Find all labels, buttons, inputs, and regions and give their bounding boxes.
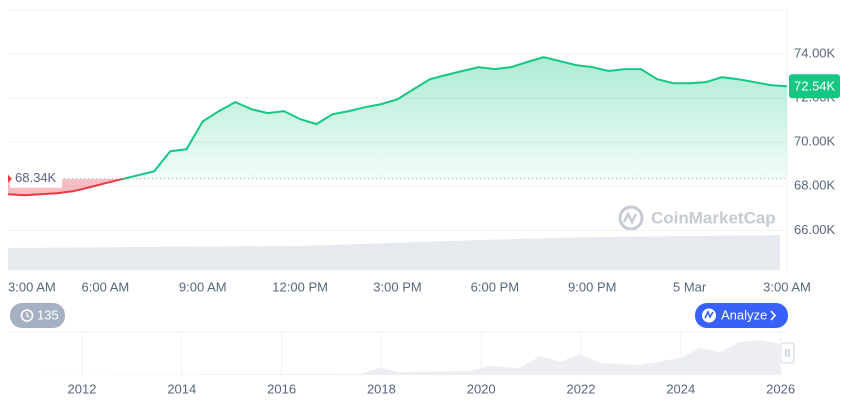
baseline-marker: [8, 174, 12, 183]
y-tick-label: 74.00K: [794, 46, 836, 61]
history-pill[interactable]: 135: [10, 303, 65, 328]
navigator-label: 2016: [267, 381, 296, 396]
navigator-area: [8, 340, 780, 375]
baseline-label-bg: [10, 169, 62, 188]
y-tick-label: 66.00K: [794, 222, 836, 237]
analyze-button[interactable]: Analyze: [695, 303, 788, 328]
history-pill-bg[interactable]: [10, 303, 65, 328]
navigator-label: 2018: [367, 381, 396, 396]
navigator-label: 2014: [167, 381, 196, 396]
navigator-handle[interactable]: [780, 342, 795, 364]
navigator: [8, 331, 795, 375]
y-tick-label: 68.00K: [794, 178, 836, 193]
x-tick-label: 3:00 AM: [8, 279, 56, 294]
navigator-label: 2012: [68, 381, 97, 396]
history-count[interactable]: 135: [37, 307, 59, 322]
current-price-tag: [789, 74, 840, 99]
navigator-label: 2020: [467, 381, 496, 396]
x-tick-label: 9:00 PM: [568, 279, 616, 294]
x-tick-label: 5 Mar: [673, 279, 707, 294]
x-tick-label: 9:00 AM: [179, 279, 227, 294]
x-tick-label: 6:00 AM: [82, 279, 130, 294]
volume-area: [8, 235, 780, 270]
navigator-label: 2022: [567, 381, 596, 396]
watermark-text: CoinMarketCap: [651, 208, 776, 227]
x-tick-label: 12:00 PM: [272, 279, 328, 294]
navigator-label: 2024: [666, 381, 695, 396]
current-price-label: 72.54K: [794, 79, 836, 94]
analyze-label[interactable]: Analyze: [721, 307, 767, 322]
price-line-up: [119, 56, 787, 179]
area-down: [8, 178, 787, 196]
watermark: CoinMarketCap: [618, 205, 776, 231]
analyze-button-bg[interactable]: [695, 303, 788, 328]
x-tick-label: 6:00 PM: [471, 279, 519, 294]
x-tick-label: 3:00 PM: [373, 279, 421, 294]
navigator-label: 2026: [766, 381, 795, 396]
area-up: [123, 57, 787, 179]
x-tick-label: 3:00 AM: [763, 279, 811, 294]
baseline-label: 68.34K: [15, 170, 57, 185]
y-tick-label: 70.00K: [794, 134, 836, 149]
